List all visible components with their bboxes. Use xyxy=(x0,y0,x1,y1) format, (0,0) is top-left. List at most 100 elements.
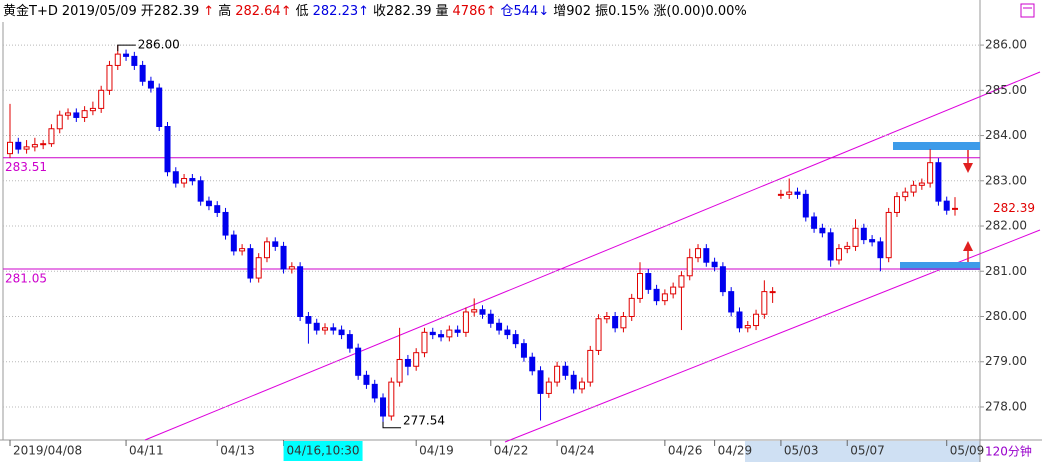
candle-body xyxy=(885,211,892,259)
header-item: 低 xyxy=(296,4,309,19)
candle-body xyxy=(578,381,585,390)
candle-body xyxy=(23,146,30,150)
candle-body xyxy=(910,184,917,193)
candle-body xyxy=(164,126,171,173)
candle-body xyxy=(695,248,702,259)
candle-body xyxy=(844,245,851,250)
candle-body xyxy=(852,227,859,247)
candle-body xyxy=(89,107,96,112)
candle-body xyxy=(156,87,163,128)
candle-body xyxy=(355,347,362,376)
candle-body xyxy=(835,248,842,261)
arrow-up xyxy=(963,241,973,262)
candle-body xyxy=(860,227,867,241)
candle-body xyxy=(728,291,735,313)
low-marker xyxy=(382,421,402,429)
candle-body xyxy=(288,266,295,270)
candle-body xyxy=(612,316,619,329)
candle-body xyxy=(587,349,594,383)
candle-body xyxy=(952,207,958,210)
y-tick-label: 284.00 xyxy=(985,128,1027,142)
header: 黄金T+D 2019/05/09 开282.39 ↑ 高 282.64↑ 低 282.23↑ 收… xyxy=(3,3,747,19)
candle-body xyxy=(131,55,138,66)
x-tick-label: 04/16,10:30 xyxy=(287,444,360,458)
candle-body xyxy=(65,112,72,116)
candle-body xyxy=(380,397,387,417)
candle-body xyxy=(918,182,925,186)
candle-body xyxy=(471,309,478,313)
candle-body xyxy=(769,291,776,294)
candle-body xyxy=(670,286,677,295)
candle-body xyxy=(570,374,577,390)
candle-body xyxy=(189,178,196,182)
candle-body xyxy=(114,53,121,66)
candle-body xyxy=(421,331,428,354)
high-label: 286.00 xyxy=(138,38,180,52)
candle-body xyxy=(811,216,818,229)
candle-body xyxy=(545,381,552,394)
candle-body xyxy=(214,205,221,213)
x-tick-label: 05/09 xyxy=(950,444,985,458)
candle-body xyxy=(446,329,453,338)
last-price-label: 282.39 xyxy=(993,201,1035,215)
candle-body xyxy=(98,89,105,109)
period-label: 120分钟 xyxy=(985,444,1032,459)
y-tick-label: 281.00 xyxy=(985,264,1027,278)
header-item: 开282.39 xyxy=(141,4,200,19)
candle-body xyxy=(81,110,88,118)
candle-body xyxy=(661,293,668,302)
hline-label: 283.51 xyxy=(5,160,47,174)
window-icon[interactable] xyxy=(1020,3,1035,18)
candle-body xyxy=(15,141,22,150)
candle-body xyxy=(761,291,768,315)
candle-body xyxy=(794,191,801,195)
x-tick-label: 05/07 xyxy=(850,444,885,458)
header-item: 量 xyxy=(436,4,449,19)
low-label: 277.54 xyxy=(403,413,445,427)
candle-body xyxy=(404,358,411,367)
candle-body xyxy=(197,180,204,202)
x-tick-label: 04/29 xyxy=(718,444,753,458)
candle-body xyxy=(786,191,793,195)
candle-body xyxy=(346,334,353,349)
header-item: 高 xyxy=(218,3,231,19)
candle-body xyxy=(777,193,784,196)
x-tick-label: 04/24 xyxy=(560,444,595,458)
header-item: 282.23↑ xyxy=(313,4,369,19)
header-item: 282.64↑ xyxy=(235,4,291,19)
candle-body xyxy=(205,200,212,207)
candle-body xyxy=(537,370,544,394)
x-tick-label: 04/13 xyxy=(220,444,255,458)
candle-body xyxy=(703,248,710,263)
candle-body xyxy=(686,257,693,277)
candle-body xyxy=(48,128,55,145)
candle-body xyxy=(123,53,130,57)
candle-body xyxy=(230,234,237,252)
candle-body xyxy=(603,316,610,320)
candle-body xyxy=(40,143,47,146)
candle-body xyxy=(802,193,809,218)
candle-body xyxy=(653,288,660,302)
candle-body xyxy=(877,241,884,259)
candle-body xyxy=(396,358,403,383)
header-item: 黄金T+D xyxy=(3,3,58,19)
candle-body xyxy=(893,196,900,213)
candle-body xyxy=(628,297,635,317)
candle-body xyxy=(520,343,527,358)
candle-body xyxy=(172,171,179,184)
candle-body xyxy=(56,114,63,130)
y-tick-label: 278.00 xyxy=(985,399,1027,413)
candle-body xyxy=(429,331,436,336)
high-marker xyxy=(117,44,136,52)
header-item: 涨(0.00)0.00% xyxy=(653,4,746,19)
channel-upper xyxy=(144,71,1041,441)
x-tick-label: 04/26 xyxy=(668,444,703,458)
x-tick-label: 04/19 xyxy=(419,444,454,458)
range-band xyxy=(745,441,980,462)
candle-body xyxy=(239,248,246,252)
candle-body xyxy=(562,365,569,376)
candle-body xyxy=(620,316,627,329)
candle-body xyxy=(73,112,80,118)
